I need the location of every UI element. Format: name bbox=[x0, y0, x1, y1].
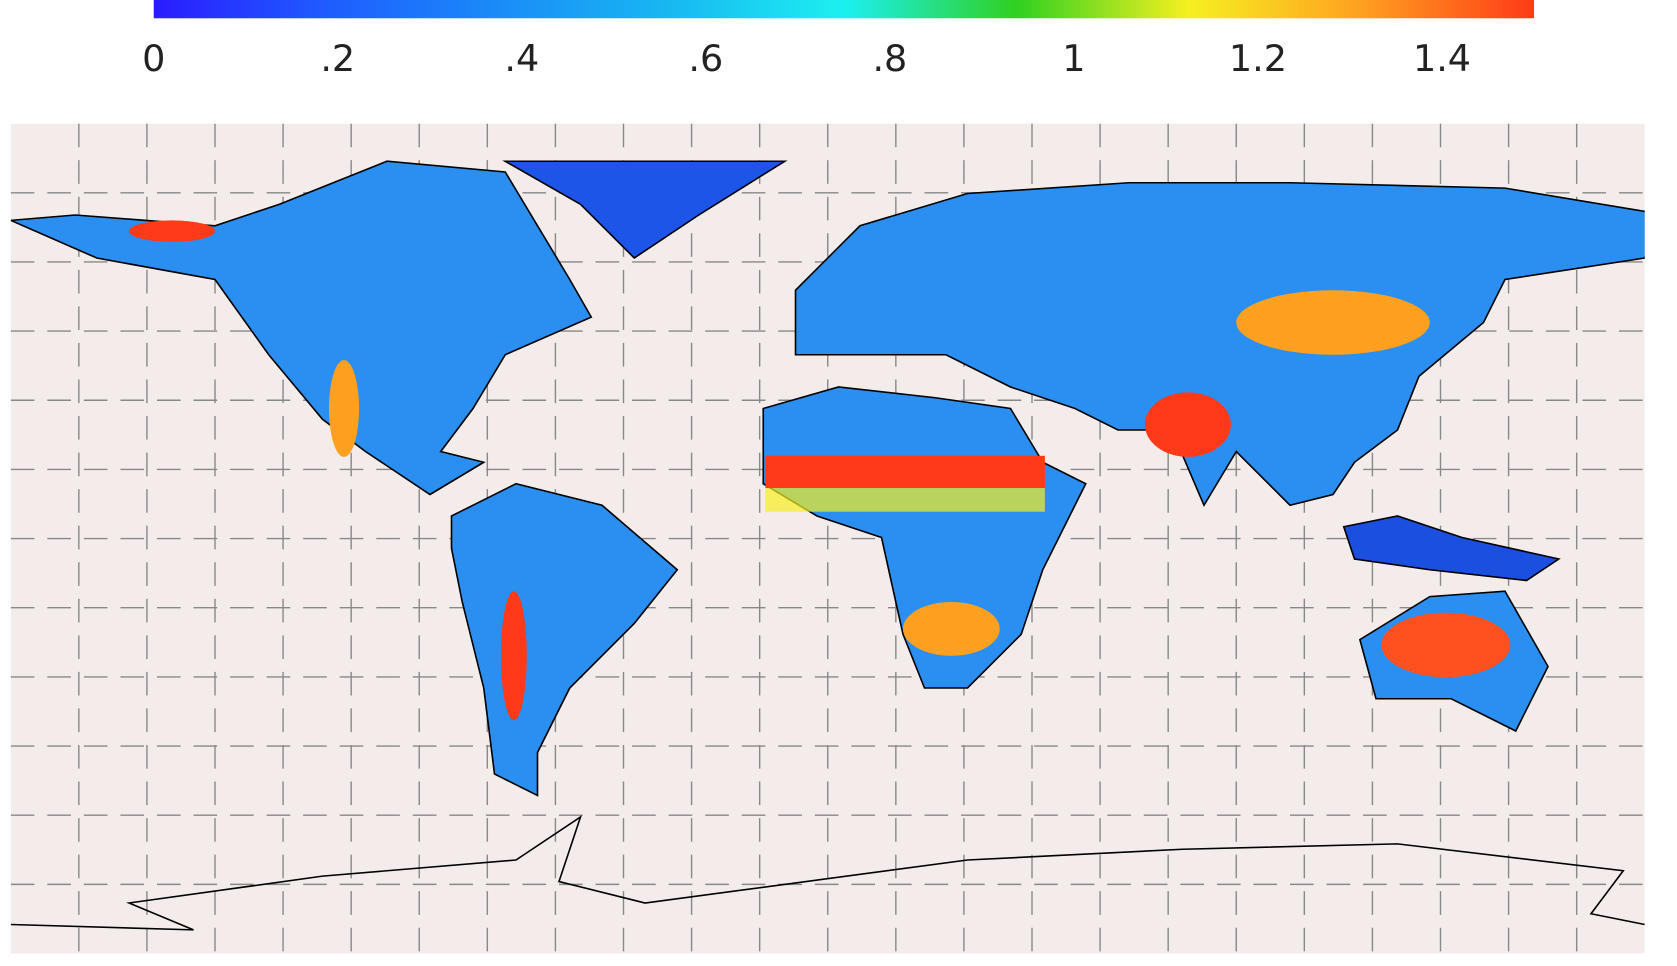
southern-africa bbox=[903, 602, 1000, 656]
sahel-edge bbox=[765, 488, 1045, 512]
alaska bbox=[129, 220, 216, 242]
colorbar-tick-label: .6 bbox=[688, 37, 723, 80]
map bbox=[10, 123, 1645, 954]
andes bbox=[500, 591, 527, 721]
colorbar bbox=[153, 0, 1535, 19]
colorbar-tick-label: .4 bbox=[504, 37, 539, 80]
eurasia bbox=[794, 181, 1645, 508]
north-america bbox=[10, 160, 593, 496]
colorbar-tick-label: .2 bbox=[320, 37, 355, 80]
india bbox=[1144, 392, 1231, 457]
map-root: 0 .2 .4 .6 .8 1 1.2 1.4 bbox=[10, 0, 1645, 954]
central-asia bbox=[1236, 290, 1430, 355]
australia-core bbox=[1381, 612, 1511, 678]
colorbar-tick-label: 1.2 bbox=[1229, 37, 1287, 80]
antarctica bbox=[10, 815, 1645, 931]
colorbar-tick-label: 1.4 bbox=[1413, 37, 1471, 80]
mexico bbox=[328, 360, 360, 457]
indonesia bbox=[1342, 515, 1561, 582]
colorbar-tick-label: 1 bbox=[1062, 37, 1085, 80]
south-america bbox=[450, 482, 679, 797]
hot-zones bbox=[129, 220, 1511, 721]
colorbar-tick-label: .8 bbox=[872, 37, 907, 80]
colorbar-tick-label: 0 bbox=[142, 37, 165, 80]
sahel bbox=[765, 455, 1045, 489]
greenland bbox=[502, 160, 788, 260]
